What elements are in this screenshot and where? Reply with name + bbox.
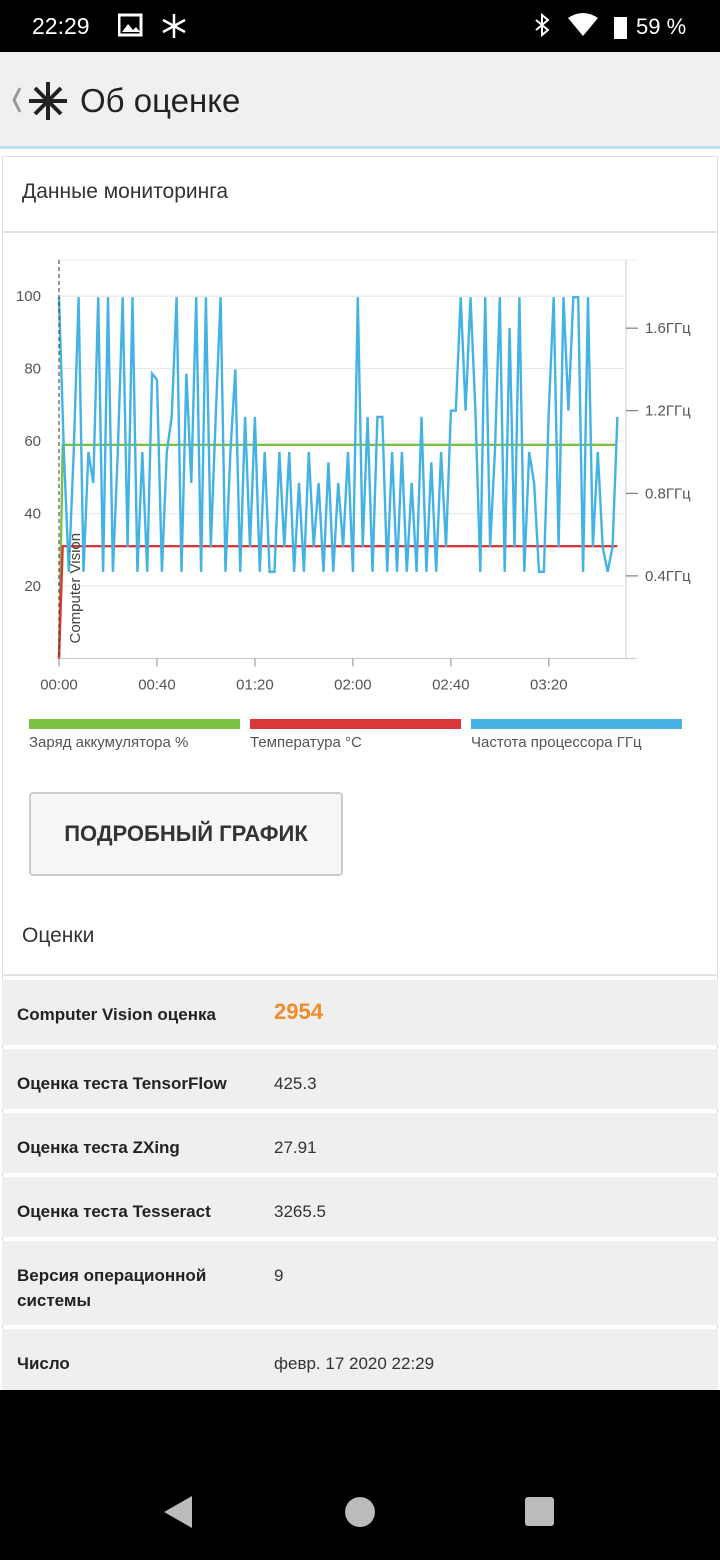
divider <box>2 231 718 233</box>
legend-label: Заряд аккумулятора % <box>29 734 188 751</box>
legend-swatch <box>471 719 682 729</box>
x-tick-label: 01:20 <box>236 677 274 694</box>
detail-button[interactable]: ПОДРОБНЫЙ ГРАФИК <box>29 792 343 876</box>
annotation: Computer Vision <box>67 533 84 644</box>
y-tick-label: 60 <box>24 433 41 450</box>
card-title: Данные мониторинга <box>22 180 229 203</box>
y-tick-label: 40 <box>24 506 41 523</box>
legend-label: Частота процессора ГГц <box>471 734 642 751</box>
series-line <box>57 296 619 573</box>
score-value: 425.3 <box>274 1074 317 1093</box>
y2-tick-label: 0.4ГГц <box>645 568 691 585</box>
app-bar: Об оценке <box>0 52 720 149</box>
score-value: 3265.5 <box>274 1202 326 1221</box>
score-row: Число февр. 17 2020 22:29 <box>2 1329 718 1390</box>
x-tick-label: 00:40 <box>138 677 176 694</box>
x-tick-label: 00:00 <box>40 677 78 694</box>
y2-tick-label: 1.6ГГц <box>645 320 691 337</box>
score-value: февр. 17 2020 22:29 <box>274 1354 435 1373</box>
x-tick-label: 02:40 <box>432 677 470 694</box>
x-tick-label: 02:00 <box>334 677 372 694</box>
score-value: 9 <box>274 1266 284 1285</box>
divider <box>2 974 718 976</box>
y2-tick-label: 1.2ГГц <box>645 403 691 420</box>
score-label: Версия операционной системы <box>17 1266 207 1310</box>
score-row: Оценка теста ZXing 27.91 <box>2 1113 718 1173</box>
card <box>2 156 718 1391</box>
score-row: Computer Vision оценка 2954 <box>2 980 718 1045</box>
y-tick-label: 100 <box>16 288 41 305</box>
legend-swatch <box>29 719 240 729</box>
legend-swatch <box>250 719 461 729</box>
x-tick-label: 03:20 <box>530 677 568 694</box>
score-label: Оценка теста ZXing <box>17 1138 180 1157</box>
y-tick-label: 20 <box>24 578 41 595</box>
clock: 22:29 <box>32 13 90 39</box>
back-icon[interactable] <box>6 80 76 124</box>
status-icons <box>118 13 186 38</box>
score-row: Оценка теста Tesseract 3265.5 <box>2 1177 718 1237</box>
legend-label: Температура °C <box>250 734 362 751</box>
score-value: 27.91 <box>274 1138 317 1157</box>
series-line <box>57 545 618 659</box>
system-icons <box>535 12 627 39</box>
score-label: Оценка теста Tesseract <box>17 1202 211 1221</box>
score-label: Оценка теста TensorFlow <box>17 1074 227 1093</box>
score-label: Computer Vision оценка <box>17 1005 216 1024</box>
score-row: Оценка теста TensorFlow 425.3 <box>2 1049 718 1109</box>
score-row: Версия операционной системы 9 <box>2 1241 718 1325</box>
status-bar: 22:29 59 % <box>0 0 720 52</box>
battery-level: 59 % <box>636 14 687 39</box>
monitoring-chart: 20 40 60 80 100 0.4ГГц 0.8ГГц 1.2ГГц 1.6ГГц 00:00… <box>16 259 691 751</box>
y2-tick-label: 0.8ГГц <box>645 485 691 502</box>
score-value: 2954 <box>274 999 323 1024</box>
y-tick-label: 80 <box>24 361 41 378</box>
nav-icons <box>164 1496 554 1528</box>
section-title: Оценки <box>22 924 95 947</box>
page-title: Об оценке <box>80 82 241 119</box>
score-label: Число <box>17 1354 70 1373</box>
nav-bar <box>0 1390 720 1560</box>
